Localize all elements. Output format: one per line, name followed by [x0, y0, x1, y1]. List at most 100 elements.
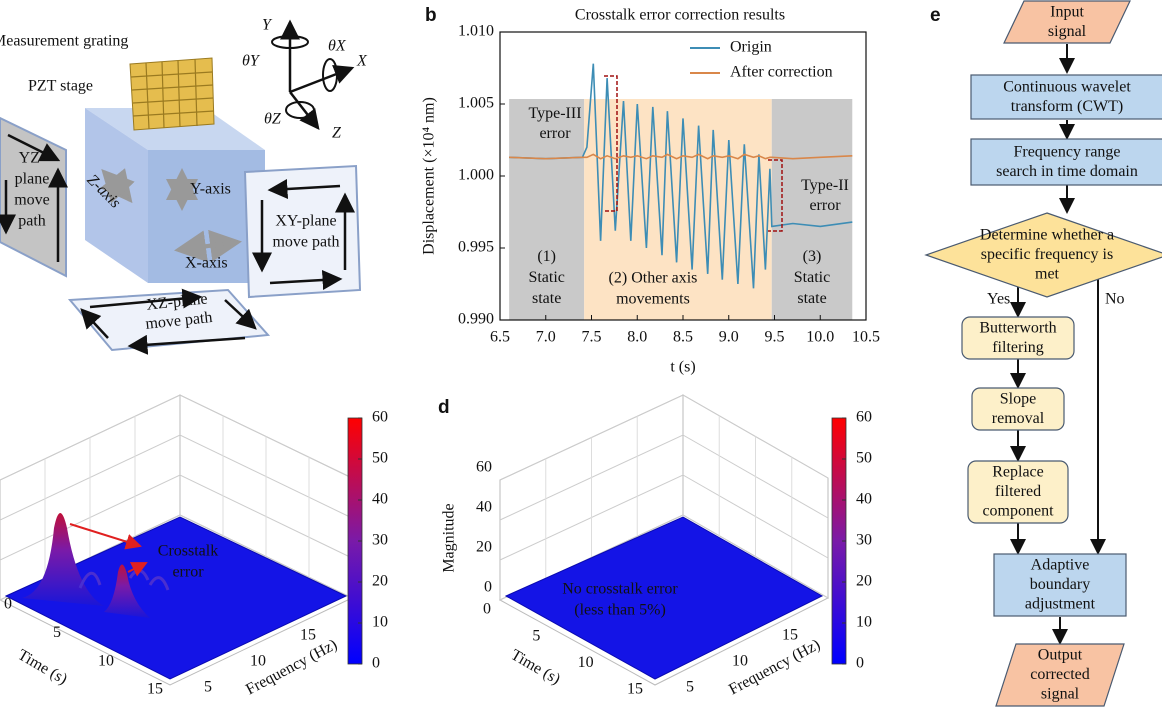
bracket	[768, 159, 783, 232]
x-tick-label: 9.5	[765, 329, 785, 346]
freq-tick-label: 10	[250, 653, 266, 670]
y-tick-label: 1.000	[458, 167, 494, 184]
z-tick-label: 40	[476, 499, 492, 516]
edge-label: No	[1105, 291, 1125, 308]
node-label-line: signal	[1041, 685, 1080, 702]
coord-label: θY	[242, 53, 261, 70]
axis-name: X-axis	[185, 255, 228, 272]
region-label-line: state	[532, 290, 561, 307]
node-label-line: transform (CWT)	[1011, 97, 1123, 114]
panel-letter: e	[930, 5, 941, 26]
flow-node	[1003, 0, 1131, 44]
y-axis-label: Displacement (×10⁴ nm)	[421, 97, 438, 255]
node-label-line: signal	[1048, 22, 1087, 39]
grid-line	[499, 474, 829, 561]
node-label-line: Replace	[992, 463, 1044, 480]
flow-node	[967, 460, 1069, 524]
plane-label-line: XY-plane	[275, 212, 336, 229]
coord-label: θZ	[264, 111, 282, 128]
x-tick-label: 6.5	[490, 329, 510, 346]
node-label-line: Output	[1038, 646, 1083, 663]
colorbar-tick-label: 30	[856, 532, 872, 549]
bracket	[604, 75, 618, 212]
coord-label: Z	[332, 125, 342, 142]
series-line	[509, 153, 853, 160]
plane-label: XY-plane move path	[272, 212, 339, 250]
time-tick-label: 5	[53, 624, 61, 641]
coord-label: θX	[328, 38, 347, 55]
annotation-line: No crosstalk error	[562, 580, 678, 597]
plane-label-line: move path	[145, 309, 214, 333]
colorbar-tick-label: 60	[856, 409, 872, 426]
flow-node	[924, 212, 1162, 298]
label: PZT stage	[28, 78, 93, 95]
freq-tick-label: 15	[782, 627, 798, 644]
node-label: Frequency range search in time domain	[996, 143, 1138, 180]
region-label-line: Static	[794, 269, 830, 286]
node-label-line: boundary	[1030, 576, 1090, 593]
peak	[104, 564, 150, 618]
node-label-line: corrected	[1030, 666, 1090, 683]
panel-letter: d	[438, 397, 450, 418]
x-tick-label: 7.5	[582, 329, 602, 346]
coord-label: X	[356, 53, 368, 70]
plane-label-line: move	[14, 191, 50, 208]
region	[584, 99, 772, 320]
surface	[4, 516, 348, 680]
node-label-line: Continuous wavelet	[1003, 78, 1131, 95]
freq-tick-label: 5	[686, 679, 694, 696]
legend-label: Origin	[730, 39, 772, 56]
colorbar-tick-label: 0	[856, 655, 864, 672]
x-tick-label: 8.0	[627, 329, 647, 346]
flow-node	[961, 316, 1075, 360]
freq-tick-label: 5	[204, 679, 212, 696]
y-tick-label: 1.005	[458, 95, 494, 112]
x-tick-label: 10.0	[806, 329, 834, 346]
node-label: Output corrected signal	[1030, 646, 1090, 702]
y-tick-label: 1.010	[458, 23, 494, 40]
annotation: Type-III error	[528, 105, 581, 142]
y-tick-label: 0.995	[458, 239, 494, 256]
plane-label-line: path	[18, 212, 46, 229]
edge-label: Yes	[987, 291, 1010, 308]
node-label-line: Adaptive	[1031, 556, 1090, 573]
grid-line	[0, 434, 353, 521]
region-label-line: (1)	[537, 248, 556, 265]
time-tick-label: 0	[4, 596, 12, 613]
time-axis-label: Time (s)	[15, 646, 70, 688]
colorbar-tick-label: 10	[372, 614, 388, 631]
node-label: Continuous wavelet transform (CWT)	[1003, 78, 1131, 115]
node-label: Adaptive boundary adjustment	[1025, 556, 1096, 612]
label: Measurement grating	[0, 33, 128, 50]
colorbar-tick-label: 20	[856, 573, 872, 590]
x-axis-label: t (s)	[670, 359, 695, 376]
node-label-line: Input	[1050, 3, 1084, 20]
colorbar-tick-label: 50	[856, 450, 872, 467]
node-label-line: Frequency range	[1013, 143, 1120, 160]
region-label-line: state	[797, 290, 826, 307]
node-label-line: search in time domain	[996, 162, 1138, 179]
series-line	[509, 63, 853, 289]
plane-label-line: XZ-plane	[146, 290, 209, 313]
freq-tick-label: 15	[300, 627, 316, 644]
node-label: Slope removal	[992, 390, 1045, 427]
z-tick-label: 20	[476, 539, 492, 556]
annotation-line: error	[539, 125, 571, 142]
flow-node	[995, 643, 1125, 707]
node-label-line: adjustment	[1025, 595, 1096, 612]
chart-title: Crosstalk error correction results	[575, 7, 785, 24]
z-axis-label: Magnitude	[441, 503, 458, 572]
region-label-line: movements	[616, 290, 690, 307]
time-tick-label: 10	[578, 654, 594, 671]
panel-a-shapes	[0, 19, 362, 355]
coord-label: Y	[262, 17, 273, 34]
time-tick-label: 5	[532, 627, 540, 644]
region-label-line: (2) Other axis	[609, 269, 698, 286]
time-axis-label: Time (s)	[508, 646, 563, 688]
region	[509, 99, 585, 320]
node-label-line: Butterworth	[979, 319, 1056, 336]
x-tick-label: 7.0	[536, 329, 556, 346]
plane-label-line: plane	[15, 170, 50, 187]
colorbar-tick-label: 0	[372, 655, 380, 672]
